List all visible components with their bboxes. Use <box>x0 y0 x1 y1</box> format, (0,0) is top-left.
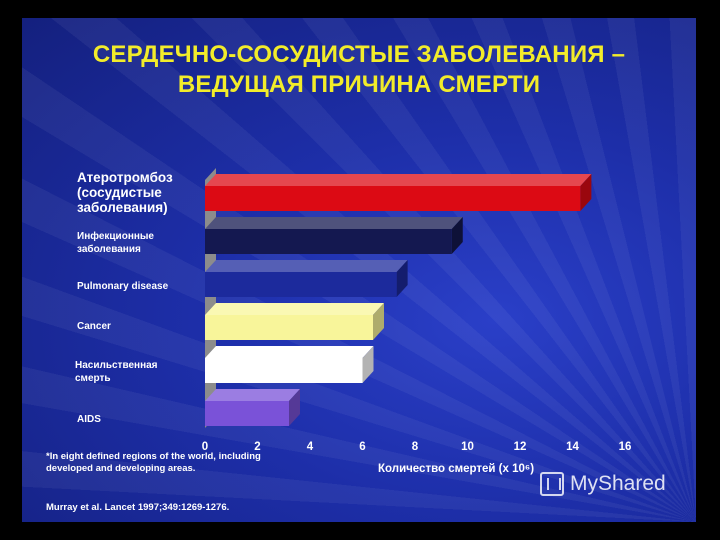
bar-side-face <box>289 389 300 426</box>
slide: СЕРДЕЧНО-СОСУДИСТЫЕ ЗАБОЛЕВАНИЯ – ВЕДУЩА… <box>22 18 696 522</box>
category-label: AIDS <box>77 413 101 426</box>
category-label: Cancer <box>77 320 111 333</box>
bar-chart: 0 2 4 6 8 10 12 14 16 <box>202 168 632 453</box>
bar <box>205 389 300 426</box>
category-label-line: Инфекционные <box>77 231 154 242</box>
x-tick-label: 12 <box>514 441 527 453</box>
bar-top-face <box>205 217 463 229</box>
category-label-line: заболевания) <box>77 200 168 215</box>
x-tick-label: 2 <box>254 441 260 453</box>
x-tick-label: 6 <box>359 441 365 453</box>
bar-side-face <box>396 260 408 297</box>
bar-front-face <box>205 186 581 211</box>
watermark-text: MyShared <box>570 472 666 495</box>
bar-front-face <box>205 229 452 254</box>
bar <box>205 303 384 340</box>
bar-top-face <box>205 303 384 315</box>
category-label-line: Cancer <box>77 321 111 332</box>
bar <box>205 217 463 254</box>
bar-front-face <box>205 358 363 383</box>
bar-side-face <box>580 174 592 211</box>
bar-top-face <box>205 260 408 272</box>
presentation-icon <box>540 472 564 496</box>
x-axis-label: Количество смертей (x 10⁶) <box>378 463 535 475</box>
category-label: Инфекционные заболевания <box>77 230 154 256</box>
category-label-line: Pulmonary disease <box>77 281 169 292</box>
category-label-line: заболевания <box>77 244 141 255</box>
bar <box>205 260 408 297</box>
bars <box>205 174 592 426</box>
bar-side-face <box>362 346 374 383</box>
bar <box>205 346 374 383</box>
citation: Murray et al. Lancet 1997;349:1269-1276. <box>46 502 230 513</box>
category-label-line: (сосудистые <box>77 185 162 200</box>
x-tick-label: 4 <box>307 441 314 453</box>
category-label: Насильственная смерть <box>75 359 158 385</box>
x-tick-label: 16 <box>619 441 632 453</box>
category-label-line: AIDS <box>77 414 101 425</box>
bar-top-face <box>205 174 592 186</box>
watermark: MyShared <box>540 472 666 496</box>
bar-front-face <box>205 401 289 426</box>
category-label-line: Атеротромбоз <box>77 170 173 185</box>
bar-side-face <box>373 303 384 340</box>
footnote: *In eight defined regions of the world, … <box>46 451 346 475</box>
title-line-2: ВЕДУЩАЯ ПРИЧИНА СМЕРТИ <box>177 71 541 98</box>
slide-title: СЕРДЕЧНО-СОСУДИСТЫЕ ЗАБОЛЕВАНИЯ – ВЕДУЩА… <box>22 40 696 100</box>
bar <box>205 174 592 211</box>
x-tick-label: 10 <box>461 441 474 453</box>
bar-side-face <box>451 217 463 254</box>
x-tick-label: 14 <box>566 441 579 453</box>
category-label: Pulmonary disease <box>77 280 168 293</box>
bar-top-face <box>205 346 374 358</box>
category-label: Атеротромбоз (сосудистые заболевания) <box>77 170 173 215</box>
title-line-1: СЕРДЕЧНО-СОСУДИСТЫЕ ЗАБОЛЕВАНИЯ – <box>92 41 626 68</box>
category-label-line: Насильственная <box>75 360 158 371</box>
bar-front-face <box>205 315 373 340</box>
footnote-line-2: developed and developing areas. <box>46 463 196 474</box>
x-tick-label: 0 <box>202 441 208 453</box>
bar-top-face <box>205 389 300 401</box>
category-label-line: смерть <box>75 373 111 384</box>
footnote-line-1: *In eight defined regions of the world, … <box>46 451 261 462</box>
x-tick-label: 8 <box>412 441 419 453</box>
bar-front-face <box>205 272 397 297</box>
